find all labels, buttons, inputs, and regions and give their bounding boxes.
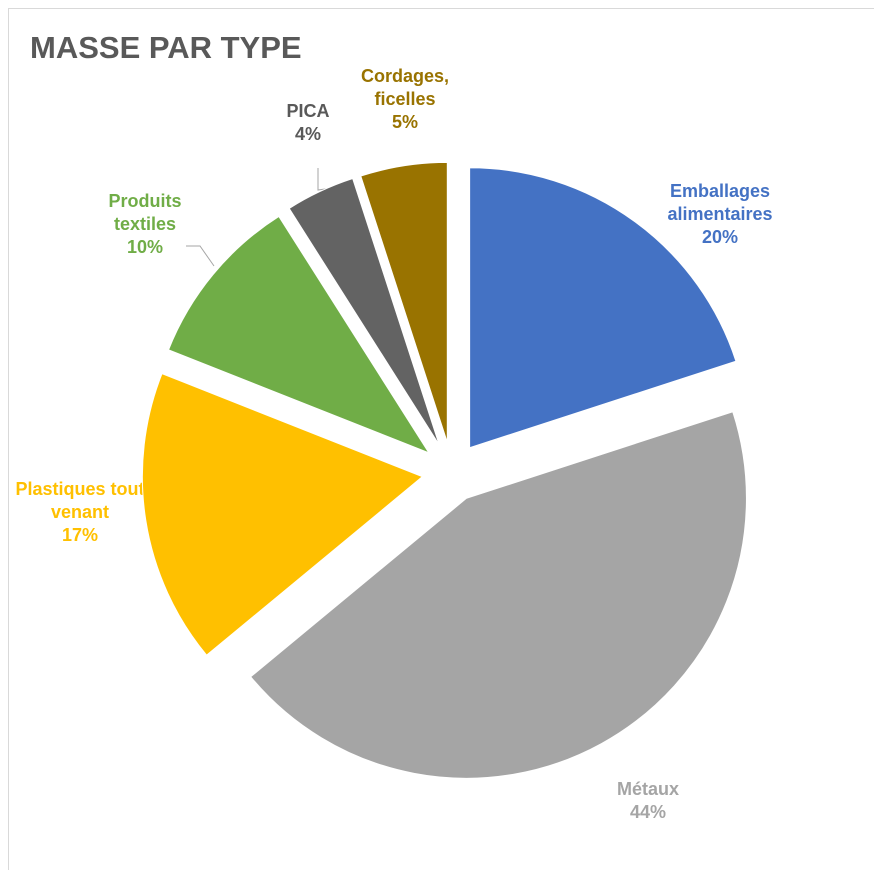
data-label: Métaux 44% [598,778,698,824]
data-label: Produits textiles 10% [90,190,200,259]
category-label: PICA [286,101,330,121]
value-label: 20% [701,227,739,247]
chart-border [8,8,874,870]
category-label: Plastiques tout venant [15,479,145,522]
category-label: Produits textiles [108,191,182,234]
data-label: PICA 4% [268,100,348,146]
category-label: Cordages, ficelles [360,66,450,109]
value-label: 17% [61,525,99,545]
pie-slice [167,215,431,454]
pie-slice [141,372,424,656]
category-label: Emballages alimentaires [667,181,773,224]
value-label: 44% [629,802,667,822]
leader-line [186,245,215,267]
data-label: Cordages, ficelles 5% [350,65,460,134]
pie-slice [469,167,737,449]
data-label: Emballages alimentaires 20% [640,180,800,249]
pie-slice [360,161,448,443]
chart-title: MASSE PAR TYPE [30,30,302,65]
pie-slice [288,177,440,446]
value-label: 4% [294,124,321,144]
value-label: 5% [391,112,418,132]
value-label: 10% [126,237,164,257]
data-label: Plastiques tout venant 17% [15,478,145,547]
category-label: Métaux [616,779,679,799]
pie-slice [250,411,747,779]
